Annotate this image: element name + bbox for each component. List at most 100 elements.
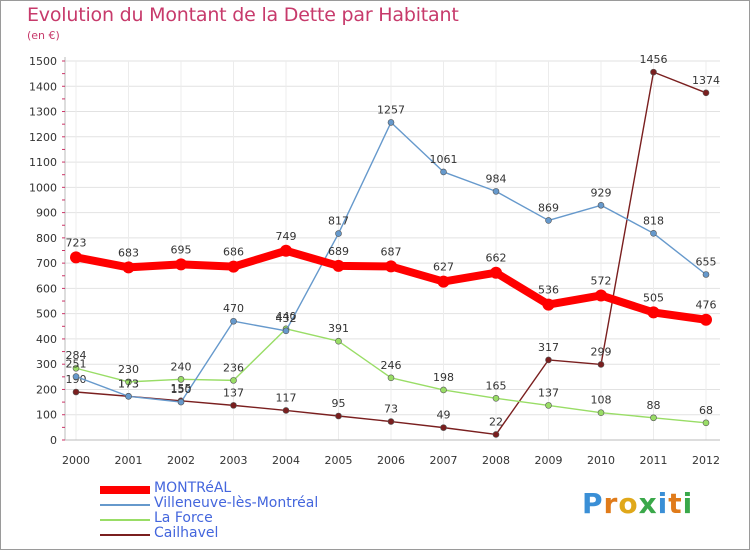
data-label: 391 <box>328 322 349 335</box>
data-point <box>335 337 342 345</box>
y-tick-label: 1400 <box>29 80 57 93</box>
data-label: 655 <box>696 256 717 269</box>
data-label: 88 <box>647 399 661 412</box>
data-label: 817 <box>328 215 349 228</box>
data-label: 476 <box>696 299 717 312</box>
data-point <box>227 260 240 273</box>
data-label: 984 <box>486 172 507 185</box>
data-label: 173 <box>118 377 139 390</box>
data-point <box>542 298 555 311</box>
data-label: 22 <box>489 415 503 428</box>
y-tick-label: 0 <box>50 434 57 447</box>
data-point <box>595 289 607 302</box>
brand-letter: r <box>603 487 619 520</box>
data-label: 230 <box>118 363 139 376</box>
data-label: 317 <box>538 341 559 354</box>
y-tick-label: 800 <box>36 232 57 245</box>
brand-letter: t <box>668 487 683 520</box>
data-point <box>650 68 657 76</box>
data-label: 440 <box>276 310 297 323</box>
legend-swatch <box>100 504 150 506</box>
data-label: 95 <box>332 397 346 410</box>
brand-letter: i <box>682 487 694 520</box>
data-label: 198 <box>433 371 454 384</box>
legend-label: La Force <box>154 510 213 526</box>
x-tick-label: 2002 <box>167 454 195 467</box>
x-tick-label: 2001 <box>115 454 143 467</box>
data-label: 1257 <box>377 103 405 116</box>
data-label: 818 <box>643 214 664 227</box>
data-point <box>492 188 500 195</box>
data-point <box>177 376 185 383</box>
y-tick-label: 500 <box>36 308 57 321</box>
data-point <box>545 356 552 364</box>
y-tick-label: 400 <box>36 333 57 346</box>
data-point <box>490 266 502 279</box>
legend-label: MONTRéAL <box>154 480 232 496</box>
data-label: 929 <box>591 186 612 199</box>
y-tick-label: 1200 <box>29 131 57 144</box>
brand-logo: Proxiti <box>582 487 693 520</box>
x-tick-label: 2010 <box>587 454 615 467</box>
data-point <box>72 388 80 396</box>
legend-swatch <box>100 519 150 521</box>
data-point <box>597 409 605 417</box>
x-tick-label: 2005 <box>325 454 353 467</box>
data-label: 505 <box>643 291 664 304</box>
data-point <box>650 230 657 237</box>
data-point <box>440 424 447 431</box>
legend-swatch <box>100 486 150 494</box>
data-point <box>230 377 237 384</box>
data-point <box>125 378 132 386</box>
data-label: 240 <box>171 360 192 373</box>
x-tick-label: 2012 <box>692 454 720 467</box>
data-point <box>437 275 450 288</box>
y-tick-label: 1000 <box>29 181 57 194</box>
data-point <box>282 327 290 335</box>
data-label: 236 <box>223 361 244 374</box>
data-point <box>280 244 292 257</box>
data-point <box>545 402 552 409</box>
data-label: 749 <box>276 230 297 243</box>
data-label: 108 <box>591 394 612 407</box>
y-tick-label: 700 <box>36 257 57 270</box>
data-label: 68 <box>699 404 713 417</box>
legend-label: Villeneuve-lès-Montréal <box>154 495 319 511</box>
data-label: 869 <box>538 201 559 214</box>
y-tick-label: 100 <box>36 409 57 422</box>
data-point <box>440 168 447 176</box>
data-point <box>335 412 342 420</box>
data-point <box>125 392 132 400</box>
data-point <box>647 306 660 319</box>
data-point <box>230 317 237 325</box>
legend-swatch <box>100 534 150 536</box>
data-point <box>492 431 500 438</box>
data-label: 251 <box>66 358 87 371</box>
y-tick-label: 300 <box>36 358 57 371</box>
data-point <box>597 201 605 209</box>
data-label: 73 <box>384 403 398 416</box>
data-label: 150 <box>171 383 192 396</box>
data-label: 1061 <box>430 153 458 166</box>
data-point <box>230 402 237 409</box>
brand-letter: P <box>582 487 604 520</box>
brand-letter: o <box>618 487 639 520</box>
data-point <box>385 260 397 273</box>
data-label: 686 <box>223 246 244 259</box>
data-point <box>650 414 657 422</box>
data-label: 165 <box>486 379 507 392</box>
data-label: 572 <box>591 274 612 287</box>
data-label: 246 <box>381 359 402 372</box>
data-point <box>597 361 605 368</box>
chart-subtitle: (en €) <box>27 29 60 42</box>
data-point <box>492 395 500 402</box>
data-label: 1374 <box>692 74 720 87</box>
data-point <box>177 398 185 406</box>
data-label: 689 <box>328 245 349 258</box>
data-label: 137 <box>538 386 559 399</box>
data-point <box>700 313 712 326</box>
x-tick-label: 2006 <box>377 454 405 467</box>
y-tick-label: 1100 <box>29 156 57 169</box>
data-label: 49 <box>437 409 451 422</box>
